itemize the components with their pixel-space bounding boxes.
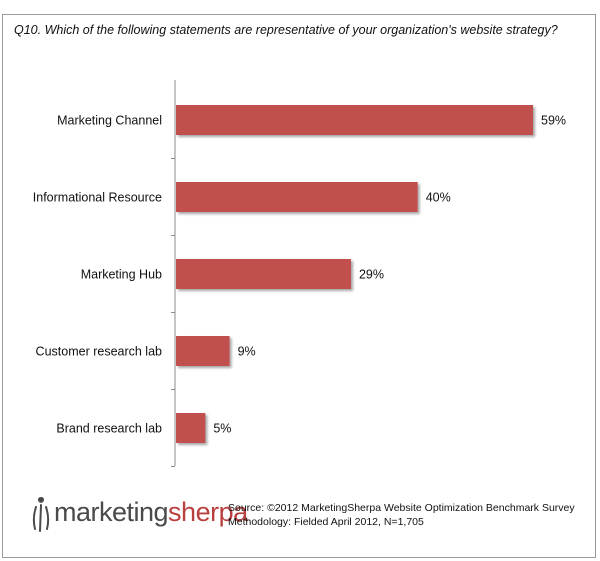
logo-text-marketing: marketing — [54, 497, 169, 527]
value-label: 59% — [541, 114, 566, 128]
value-label: 5% — [213, 422, 231, 436]
question-title: Q10. Which of the following statements a… — [14, 23, 558, 37]
bar-marketing-hub — [176, 259, 351, 289]
category-label: Marketing Hub — [81, 268, 162, 282]
methodology-line: Methodology: Fielded April 2012, N=1,705 — [228, 516, 424, 528]
category-label: Informational Resource — [33, 191, 162, 205]
bar-customer-research-lab — [176, 336, 230, 366]
value-label: 9% — [238, 345, 256, 359]
source-line: Source: ©2012 MarketingSherpa Website Op… — [228, 502, 575, 514]
chart-frame — [2, 14, 596, 558]
value-label: 40% — [426, 191, 451, 205]
category-label: Brand research lab — [56, 422, 162, 436]
source-note: Source: ©2012 MarketingSherpa Website Op… — [228, 501, 575, 529]
bar-marketing-channel — [176, 105, 533, 135]
marketingsherpa-logo: marketingsherpa — [54, 497, 248, 528]
sherpa-figure-icon — [32, 497, 50, 532]
bar-brand-research-lab — [176, 413, 206, 443]
category-label: Marketing Channel — [57, 114, 162, 128]
bar-informational-resource — [176, 182, 418, 212]
value-label: 29% — [359, 268, 384, 282]
category-label: Customer research lab — [36, 345, 162, 359]
logo-text-sherpa: sherpa — [168, 497, 248, 527]
